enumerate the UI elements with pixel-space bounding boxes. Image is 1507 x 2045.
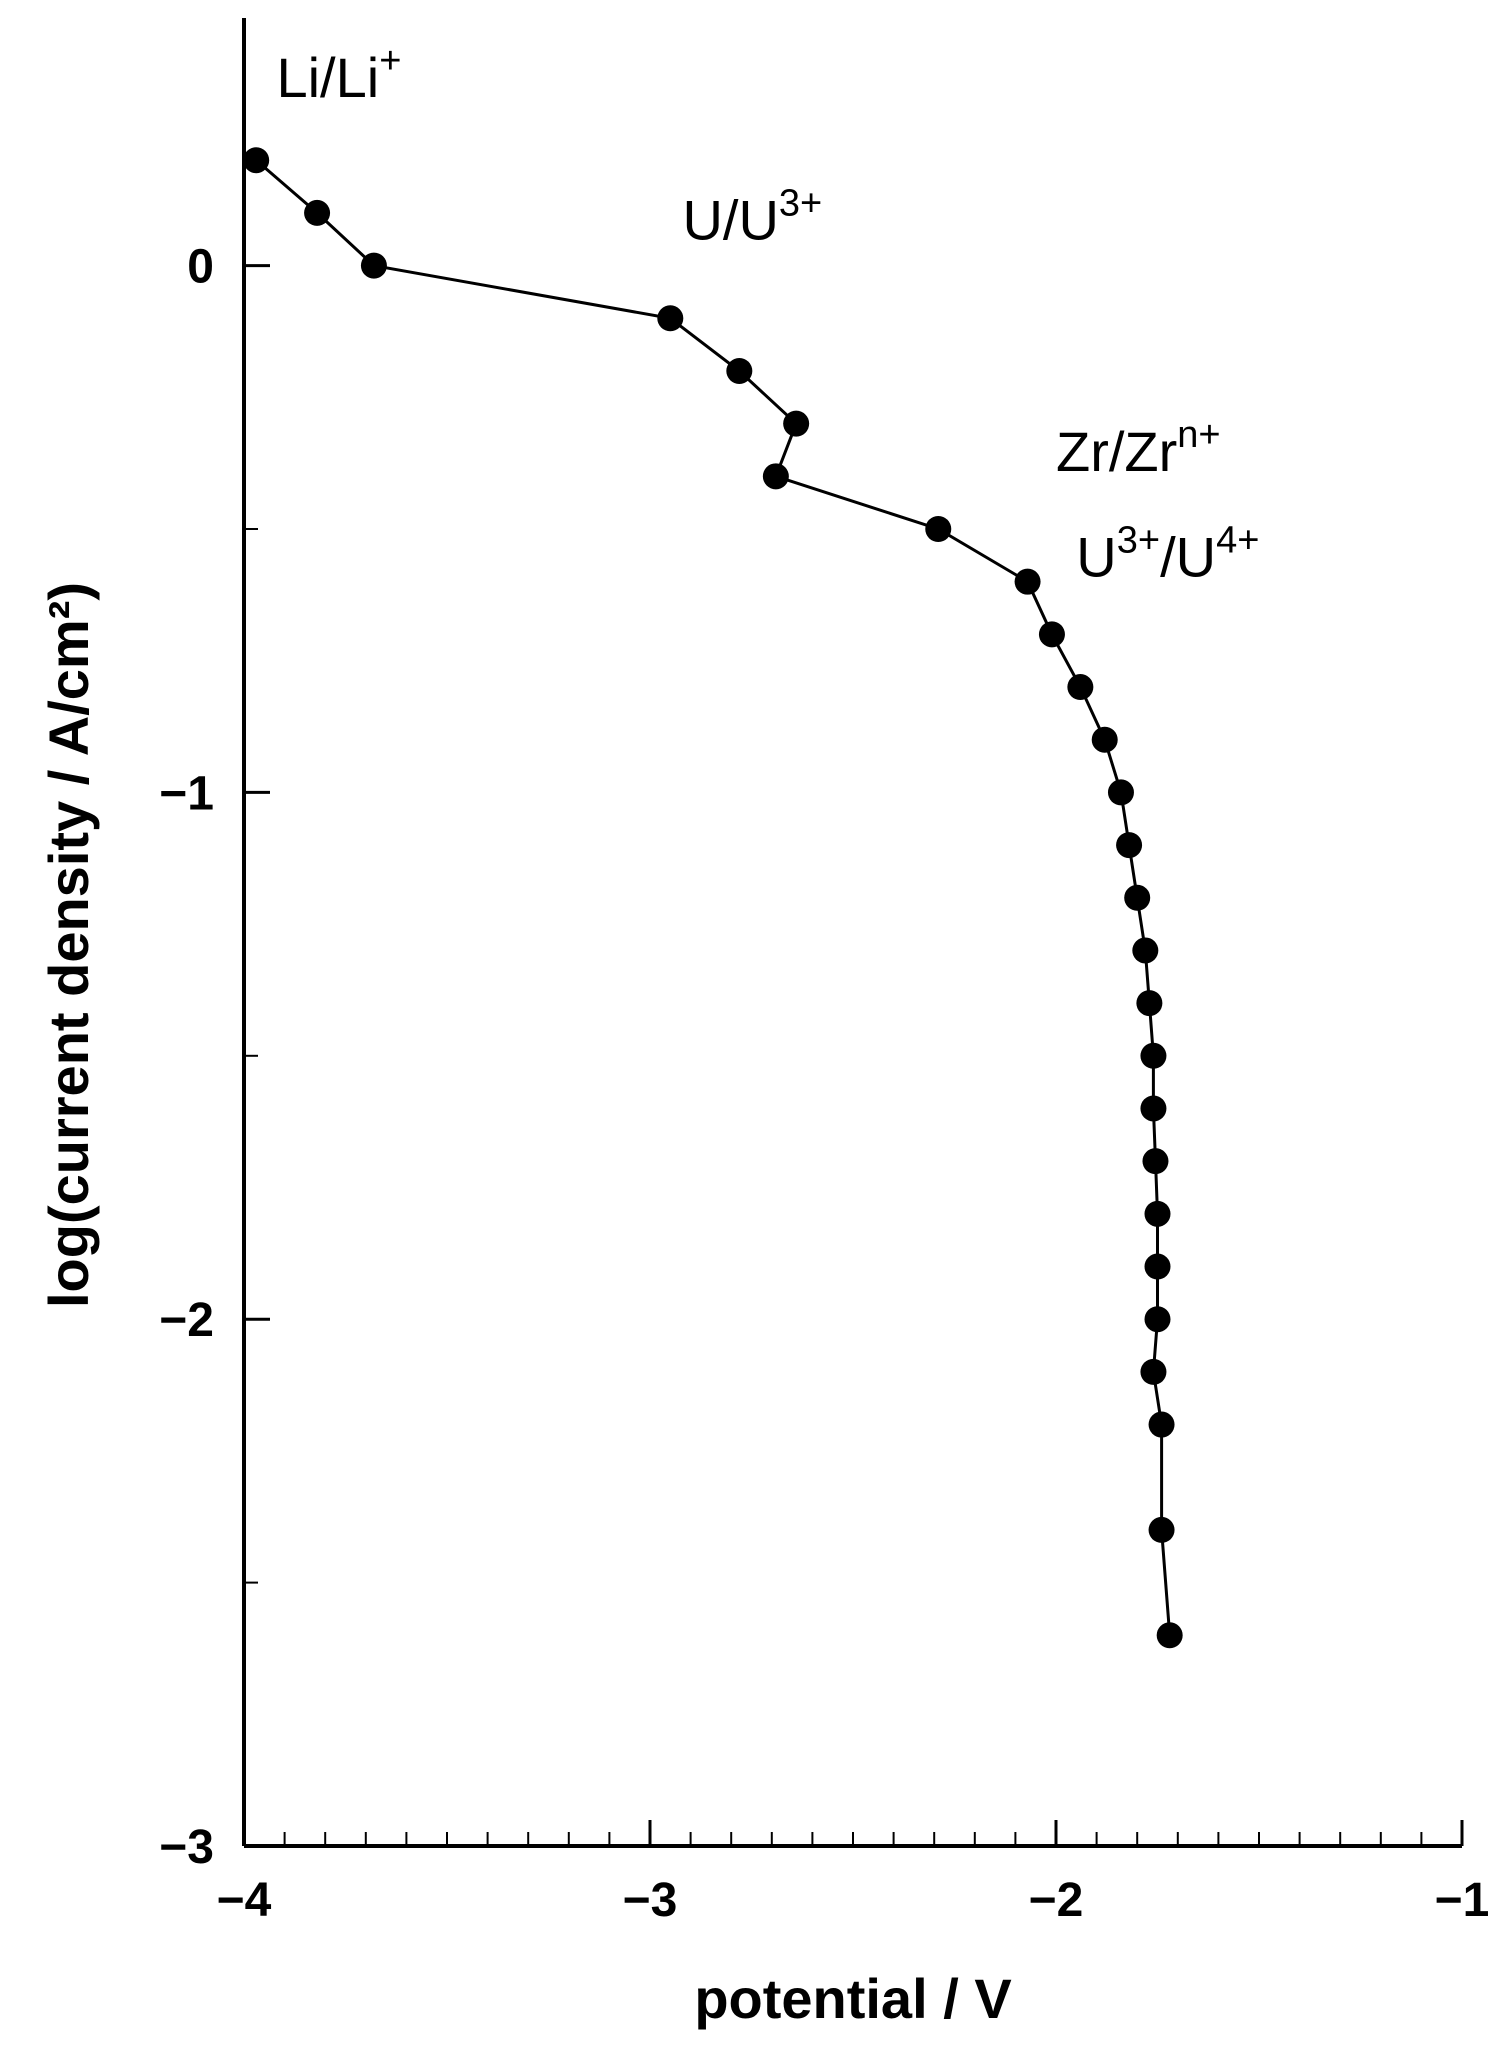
annotation-zr: Zr/Zrn+ (1056, 414, 1221, 483)
y-tick-label: −3 (159, 1821, 214, 1874)
y-tick-label: −1 (159, 767, 214, 820)
annotation-li: Li/Li+ (276, 40, 401, 109)
data-point (1116, 832, 1143, 859)
data-point (360, 252, 387, 279)
data-point (1091, 726, 1118, 753)
series-line (255, 159, 1172, 1636)
annotation-u34-sup2: 4+ (1216, 519, 1259, 561)
data-points (243, 147, 1183, 1649)
annotation-zr-sup: n+ (1177, 414, 1220, 456)
annotation-u34-sup1: 3+ (1117, 519, 1160, 561)
data-point (1140, 1095, 1167, 1122)
data-point (1144, 1253, 1171, 1280)
data-point (1144, 1306, 1171, 1333)
annotation-u3-u4: U3+/U4+ (1076, 519, 1259, 588)
data-point (1148, 1516, 1175, 1543)
data-point (1148, 1411, 1175, 1438)
x-axis-title: potential / V (694, 1967, 1011, 2030)
data-point (1140, 1042, 1167, 1069)
data-point (657, 305, 684, 332)
data-point (1142, 1148, 1169, 1175)
data-point (1067, 674, 1094, 701)
data-point (1014, 568, 1041, 595)
x-tick-label: −4 (217, 1874, 272, 1927)
data-point (762, 463, 789, 490)
x-tick-label: −3 (623, 1874, 678, 1927)
annotation-u34-base1: U (1076, 525, 1116, 588)
annotation-zr-base: Zr/Zr (1056, 420, 1177, 483)
data-point (1144, 1200, 1171, 1227)
x-tick-label: −2 (1029, 1874, 1084, 1927)
data-point (304, 199, 331, 226)
data-point (243, 147, 270, 174)
data-point (1132, 937, 1159, 964)
data-point (1140, 1358, 1167, 1385)
annotation-u34-mid: /U (1160, 525, 1216, 588)
tick-marks (242, 264, 1464, 1848)
annotation-u-sup: 3+ (779, 182, 822, 224)
tick-labels: −4 −3 −2 −10−1−2−3 (159, 241, 1489, 1927)
data-point (1124, 884, 1151, 911)
data-point (1156, 1622, 1183, 1649)
annotation-u: U/U3+ (682, 182, 822, 251)
annotation-li-base: Li/Li (276, 46, 379, 109)
annotation-u-base: U/U (682, 188, 778, 251)
data-point (1038, 621, 1065, 648)
y-axis-title: log(current density / A/cm²) (37, 582, 100, 1308)
y-tick-label: −2 (159, 1294, 214, 1347)
x-tick-label: −1 (1435, 1874, 1490, 1927)
data-point (1136, 990, 1163, 1017)
y-tick-label: 0 (187, 241, 214, 294)
data-point (783, 410, 810, 437)
annotation-li-sup: + (379, 40, 401, 82)
data-point (1107, 779, 1134, 806)
data-point (726, 357, 753, 384)
data-point (925, 515, 952, 542)
